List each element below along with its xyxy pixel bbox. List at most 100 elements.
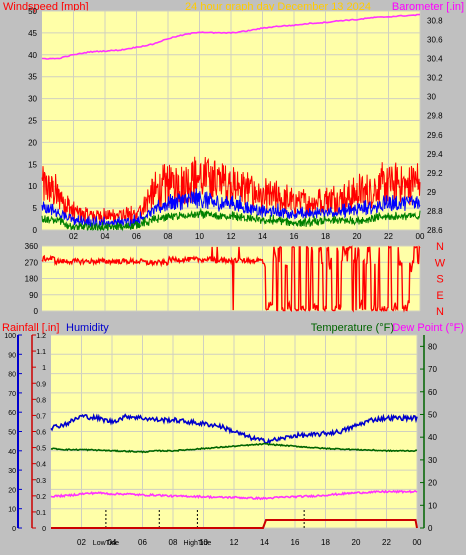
barometer-tick-label: 30.4 bbox=[427, 55, 443, 64]
rain-axis-labels: 0 0.1 0.2 0.3 0.4 0.5 0.6 0.7 0.8 0.9 1 1.1 1.2 bbox=[31, 333, 46, 533]
wind-x-tick: 14 bbox=[258, 232, 267, 241]
rain-tick-label: 1 bbox=[42, 365, 46, 372]
wind-gust-line bbox=[41, 156, 421, 224]
lower-x-tick: 04 bbox=[108, 538, 117, 547]
rain-tick-label: 0.6 bbox=[36, 430, 46, 437]
humidity-tick-label: 90 bbox=[8, 352, 16, 359]
tide-label: HighTide bbox=[184, 540, 212, 547]
lower-x-tick: 12 bbox=[230, 538, 239, 547]
tide-label: LowTide bbox=[93, 540, 119, 547]
humidity-tick-label: 30 bbox=[8, 468, 16, 475]
wind-series bbox=[41, 156, 421, 232]
barometer-tick-label: 30.8 bbox=[427, 17, 443, 26]
barometer-axis-labels: 28.6 28.8 29 29.2 29.4 29.6 29.8 30 30.2 30.4 30.6… bbox=[427, 17, 443, 235]
humidity-tick-label: 10 bbox=[8, 507, 16, 514]
lower-x-tick: 06 bbox=[138, 538, 147, 547]
humidity-axis-labels: 0 10 20 30 40 50 60 70 80 90 100 bbox=[4, 333, 22, 533]
temperature-tick-label: 0 bbox=[428, 524, 433, 533]
tide-labels: LowTide HighTide bbox=[93, 540, 212, 547]
rain-tick-label: 0.3 bbox=[36, 478, 46, 485]
wind-tick-label: 15 bbox=[28, 160, 37, 169]
wind-x-tick: 12 bbox=[227, 232, 236, 241]
temperature-tick-label: 50 bbox=[428, 410, 437, 419]
compass-label: N bbox=[436, 241, 444, 253]
wind-x-tick: 06 bbox=[132, 232, 141, 241]
dew-point-title: Dew Point (°F) bbox=[392, 322, 464, 334]
direction-axis-labels: 0 90 180 270 360 bbox=[25, 242, 39, 316]
direction-series bbox=[41, 245, 421, 313]
barometer-tick-label: 29.4 bbox=[427, 150, 443, 159]
humidity-title: Humidity bbox=[66, 322, 109, 334]
wind-min-line bbox=[41, 207, 421, 232]
lower-x-tick: 16 bbox=[291, 538, 300, 547]
barometer-tick-label: 29.6 bbox=[427, 131, 443, 140]
wind-x-tick: 10 bbox=[195, 232, 204, 241]
wind-tick-label: 5 bbox=[33, 204, 38, 213]
date-title: 24 hour graph day December 13 2024 bbox=[185, 1, 371, 13]
humidity-tick-label: 80 bbox=[8, 372, 16, 379]
barometer-tick-label: 28.6 bbox=[427, 226, 443, 235]
wind-tick-label: 35 bbox=[28, 73, 37, 82]
compass-label: N bbox=[436, 306, 444, 318]
direction-tick-label: 180 bbox=[25, 275, 39, 284]
dew-point-line bbox=[50, 489, 418, 501]
rain-tick-label: 0.4 bbox=[36, 462, 46, 469]
temperature-tick-label: 60 bbox=[428, 388, 437, 397]
temperature-tick-label: 10 bbox=[428, 501, 437, 510]
rainfall-line bbox=[51, 519, 418, 529]
lower-x-tick: 14 bbox=[260, 538, 269, 547]
barometer-title: Barometer [.in] bbox=[392, 1, 464, 13]
rain-tick-label: 0.2 bbox=[36, 494, 46, 501]
lower-x-tick: 10 bbox=[199, 538, 208, 547]
barometer-line bbox=[42, 13, 421, 60]
rainfall-title: Rainfall [.in] bbox=[2, 322, 59, 334]
direction-tick-label: 0 bbox=[34, 307, 39, 316]
wind-tick-label: 50 bbox=[28, 7, 37, 16]
compass-label: E bbox=[436, 290, 443, 302]
windspeed-title: Windspeed [mph] bbox=[3, 1, 89, 13]
wind-x-tick: 16 bbox=[290, 232, 299, 241]
humidity-tick-label: 20 bbox=[8, 487, 16, 494]
rain-tick-label: 0.9 bbox=[36, 381, 46, 388]
direction-tick-label: 90 bbox=[29, 291, 38, 300]
wind-x-tick: 18 bbox=[321, 232, 330, 241]
barometer-tick-label: 30.2 bbox=[427, 74, 443, 83]
humidity-tick-label: 60 bbox=[8, 410, 16, 417]
humidity-tick-label: 40 bbox=[8, 449, 16, 456]
compass-label: S bbox=[436, 274, 443, 286]
wind-x-tick: 22 bbox=[384, 232, 393, 241]
temperature-tick-label: 30 bbox=[428, 456, 437, 465]
lower-x-tick-labels: 02 04 06 08 10 12 14 16 18 20 22 00 bbox=[77, 538, 422, 547]
wind-tick-label: 30 bbox=[28, 95, 37, 104]
humidity-tick-label: 50 bbox=[8, 430, 16, 437]
barometer-tick-label: 29.2 bbox=[427, 169, 443, 178]
wind-x-tick: 20 bbox=[353, 232, 362, 241]
humidity-tick-label: 0 bbox=[12, 526, 16, 533]
lower-x-tick: 18 bbox=[321, 538, 330, 547]
lower-x-tick: 20 bbox=[352, 538, 361, 547]
rain-tick-label: 0.5 bbox=[36, 446, 46, 453]
wind-tick-label: 20 bbox=[28, 138, 37, 147]
wind-axis-labels: 0 5 10 15 20 25 30 35 40 45 50 bbox=[28, 7, 37, 235]
lower-x-tick: 00 bbox=[413, 538, 422, 547]
barometer-tick-label: 28.8 bbox=[427, 207, 443, 216]
barometer-tick-label: 29 bbox=[427, 188, 436, 197]
barometer-tick-label: 29.8 bbox=[427, 112, 443, 121]
humidity-tick-label: 70 bbox=[8, 391, 16, 398]
temperature-tick-label: 70 bbox=[428, 365, 437, 374]
wind-x-tick: 08 bbox=[164, 232, 173, 241]
rain-tick-label: 0 bbox=[42, 526, 46, 533]
rain-tick-label: 0.8 bbox=[36, 397, 46, 404]
wind-tick-label: 45 bbox=[28, 29, 37, 38]
lower-x-tick: 08 bbox=[169, 538, 178, 547]
barometer-tick-label: 30.6 bbox=[427, 36, 443, 45]
wind-tick-label: 40 bbox=[28, 51, 37, 60]
lower-x-tick: 02 bbox=[77, 538, 86, 547]
temperature-tick-label: 80 bbox=[428, 342, 437, 351]
wind-x-tick: 02 bbox=[69, 232, 78, 241]
humidity-tick-label: 100 bbox=[4, 333, 16, 340]
temperature-line bbox=[50, 442, 418, 454]
wind-tick-label: 10 bbox=[28, 182, 37, 191]
